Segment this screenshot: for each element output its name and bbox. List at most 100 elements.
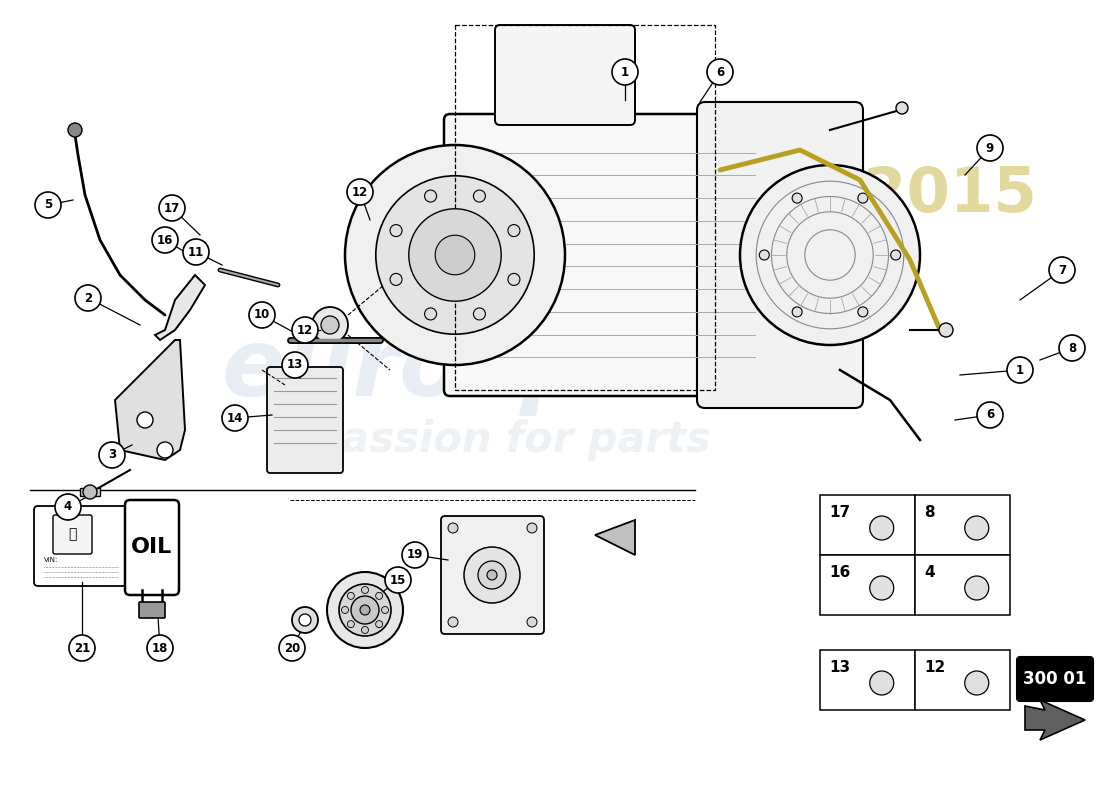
- Circle shape: [157, 442, 173, 458]
- Circle shape: [858, 307, 868, 317]
- Circle shape: [965, 516, 989, 540]
- Text: 9: 9: [986, 142, 994, 154]
- Circle shape: [473, 190, 485, 202]
- Text: 7: 7: [1058, 263, 1066, 277]
- Circle shape: [487, 570, 497, 580]
- Circle shape: [965, 671, 989, 695]
- Circle shape: [362, 586, 369, 594]
- Text: 2015: 2015: [864, 165, 1037, 225]
- Circle shape: [282, 352, 308, 378]
- Circle shape: [75, 285, 101, 311]
- Circle shape: [279, 635, 305, 661]
- Text: 16: 16: [157, 234, 173, 246]
- Circle shape: [402, 542, 428, 568]
- Circle shape: [360, 605, 370, 615]
- Circle shape: [527, 617, 537, 627]
- Circle shape: [375, 592, 383, 599]
- Polygon shape: [595, 520, 635, 555]
- Circle shape: [870, 671, 893, 695]
- Circle shape: [183, 239, 209, 265]
- Circle shape: [327, 572, 403, 648]
- Bar: [820, 650, 915, 710]
- FancyBboxPatch shape: [697, 102, 864, 408]
- Text: a passion for parts: a passion for parts: [270, 419, 711, 461]
- FancyBboxPatch shape: [139, 602, 165, 618]
- Circle shape: [69, 635, 95, 661]
- FancyBboxPatch shape: [495, 25, 635, 125]
- Circle shape: [448, 523, 458, 533]
- Text: eurospares: eurospares: [221, 324, 818, 416]
- Circle shape: [1059, 335, 1085, 361]
- Circle shape: [870, 516, 893, 540]
- Circle shape: [68, 123, 82, 137]
- Circle shape: [341, 606, 349, 614]
- Circle shape: [448, 617, 458, 627]
- Text: 14: 14: [227, 411, 243, 425]
- Circle shape: [292, 607, 318, 633]
- Text: 8: 8: [924, 505, 935, 520]
- Circle shape: [425, 308, 437, 320]
- Circle shape: [346, 179, 373, 205]
- Circle shape: [977, 402, 1003, 428]
- Text: 6: 6: [986, 409, 994, 422]
- Circle shape: [896, 102, 907, 114]
- Circle shape: [792, 307, 802, 317]
- Text: 🐂: 🐂: [68, 527, 76, 541]
- Circle shape: [740, 165, 920, 345]
- Circle shape: [891, 250, 901, 260]
- Text: 16: 16: [829, 565, 850, 580]
- Circle shape: [759, 250, 769, 260]
- Text: 11: 11: [188, 246, 205, 258]
- Polygon shape: [155, 275, 205, 340]
- Text: 12: 12: [352, 186, 368, 198]
- Circle shape: [348, 592, 354, 599]
- Text: 1: 1: [620, 66, 629, 78]
- Circle shape: [138, 412, 153, 428]
- Text: 8: 8: [1068, 342, 1076, 354]
- Text: 3: 3: [108, 449, 117, 462]
- Circle shape: [527, 523, 537, 533]
- Circle shape: [390, 225, 403, 237]
- FancyBboxPatch shape: [441, 516, 544, 634]
- Circle shape: [160, 195, 185, 221]
- Circle shape: [249, 302, 275, 328]
- Circle shape: [376, 176, 535, 334]
- Circle shape: [612, 59, 638, 85]
- Circle shape: [312, 307, 348, 343]
- Text: 21: 21: [74, 642, 90, 654]
- Circle shape: [977, 135, 1003, 161]
- Circle shape: [375, 621, 383, 628]
- Circle shape: [348, 621, 354, 628]
- FancyBboxPatch shape: [125, 500, 179, 595]
- Circle shape: [321, 316, 339, 334]
- Circle shape: [707, 59, 733, 85]
- Circle shape: [339, 584, 390, 636]
- Text: 2: 2: [84, 291, 92, 305]
- Text: 13: 13: [829, 660, 850, 675]
- FancyBboxPatch shape: [53, 515, 92, 554]
- Circle shape: [409, 209, 502, 302]
- Circle shape: [508, 225, 520, 237]
- FancyBboxPatch shape: [1018, 657, 1093, 701]
- Text: 10: 10: [254, 309, 271, 322]
- Circle shape: [35, 192, 60, 218]
- Bar: [915, 555, 1010, 615]
- Circle shape: [870, 576, 893, 600]
- Circle shape: [464, 547, 520, 603]
- Circle shape: [82, 485, 97, 499]
- Circle shape: [390, 274, 403, 286]
- Circle shape: [858, 193, 868, 203]
- Circle shape: [299, 614, 311, 626]
- Circle shape: [382, 606, 388, 614]
- Circle shape: [792, 193, 802, 203]
- Circle shape: [473, 308, 485, 320]
- Text: OIL: OIL: [131, 537, 173, 557]
- Text: 20: 20: [284, 642, 300, 654]
- Circle shape: [351, 596, 380, 624]
- Text: VIN:: VIN:: [44, 557, 58, 563]
- Text: 1: 1: [1016, 363, 1024, 377]
- Circle shape: [147, 635, 173, 661]
- Circle shape: [55, 494, 81, 520]
- Text: 17: 17: [829, 505, 850, 520]
- Polygon shape: [116, 340, 185, 460]
